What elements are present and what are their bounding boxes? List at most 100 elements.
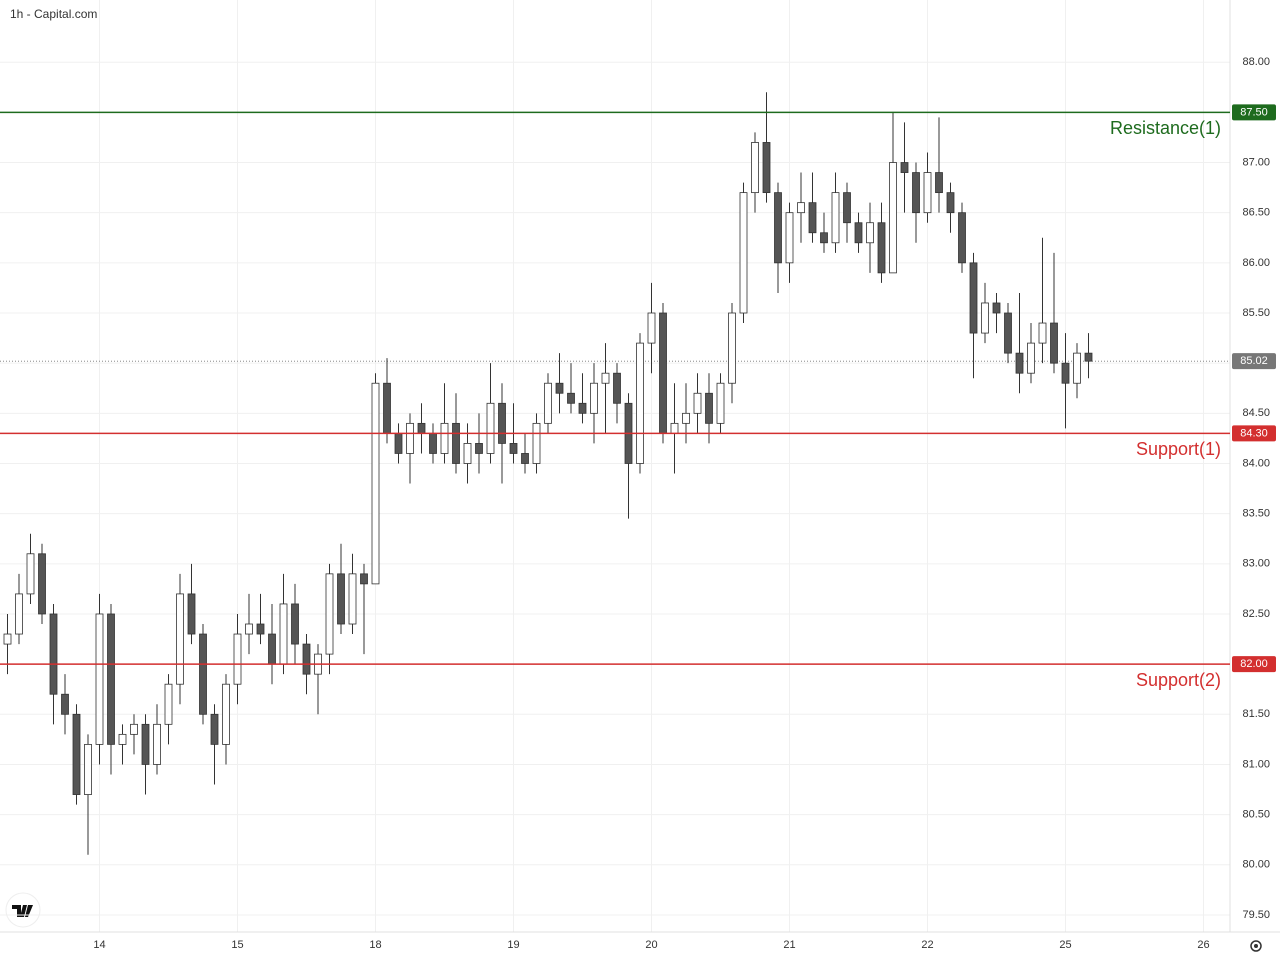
candle-body xyxy=(992,302,1001,314)
level-label: Resistance(1) xyxy=(1110,118,1221,138)
y-tick-label: 86.50 xyxy=(1242,207,1270,219)
candle-body xyxy=(1027,342,1035,374)
candle-body xyxy=(705,392,713,424)
settings-icon[interactable] xyxy=(1250,940,1262,952)
tv-logo xyxy=(5,892,41,928)
candle-body xyxy=(509,443,518,454)
candle-body xyxy=(291,603,299,645)
candle-body xyxy=(946,192,955,214)
candle-body xyxy=(486,402,495,454)
candle-body xyxy=(544,382,552,424)
candle-body xyxy=(843,192,851,224)
candle-body xyxy=(900,162,909,173)
candle-body xyxy=(728,312,736,384)
y-tick-label: 84.00 xyxy=(1242,457,1270,469)
candle-body xyxy=(210,713,219,745)
candle-body xyxy=(820,232,828,244)
candle-body xyxy=(429,432,437,454)
level-label: Support(2) xyxy=(1136,670,1221,690)
y-tick-label: 84.50 xyxy=(1242,407,1270,419)
last-price-tag xyxy=(1232,353,1276,370)
candle-body xyxy=(877,222,886,274)
x-tick-label: 14 xyxy=(93,939,105,951)
candle-body xyxy=(969,262,978,334)
candle-body xyxy=(417,422,426,434)
candle-body xyxy=(1038,322,1047,344)
candle-body xyxy=(831,192,840,244)
candle-body xyxy=(1015,352,1024,374)
candle-body xyxy=(693,392,702,414)
candle-body xyxy=(601,372,610,384)
candle-body xyxy=(164,683,173,725)
candle-body xyxy=(440,422,449,454)
y-tick-label: 81.00 xyxy=(1242,758,1270,770)
candle-body xyxy=(95,613,104,745)
y-tick-label: 80.50 xyxy=(1242,809,1270,821)
candle-body xyxy=(889,162,897,274)
candle-body xyxy=(302,643,311,675)
candle-body xyxy=(785,212,794,264)
candle-body xyxy=(153,723,161,765)
candle-body xyxy=(808,202,817,234)
candle-body xyxy=(463,443,472,464)
candle-body xyxy=(647,312,656,344)
level-price-tag xyxy=(1232,656,1276,673)
candle-body xyxy=(659,312,667,434)
candle-body xyxy=(1073,352,1081,384)
candle-body xyxy=(854,222,863,244)
candle-body xyxy=(256,623,265,635)
candle-body xyxy=(371,382,380,585)
level-price-label: 82.00 xyxy=(1240,658,1268,670)
candle-body xyxy=(222,683,230,745)
candle-body xyxy=(578,402,587,414)
candle-body xyxy=(751,142,759,194)
x-tick-label: 21 xyxy=(783,939,795,951)
candle-body xyxy=(716,382,725,424)
candle-body xyxy=(682,412,690,424)
candle-body xyxy=(739,192,748,314)
candle-body xyxy=(3,633,12,645)
candle-body xyxy=(394,432,403,454)
candle-body xyxy=(1084,352,1093,362)
candle-body xyxy=(337,573,345,625)
candle-body xyxy=(26,553,35,595)
y-tick-label: 83.00 xyxy=(1242,558,1270,570)
candle-body xyxy=(360,573,368,585)
candle-body xyxy=(233,633,242,685)
y-tick-label: 81.50 xyxy=(1242,708,1270,720)
candle-body xyxy=(613,372,621,404)
level-label: Support(1) xyxy=(1136,439,1221,459)
candle-body xyxy=(567,392,575,404)
candle-body xyxy=(475,443,483,454)
candle-body xyxy=(590,382,598,414)
candle-body xyxy=(72,713,81,795)
candle-body xyxy=(521,453,529,464)
y-tick-label: 83.50 xyxy=(1242,508,1270,520)
y-tick-label: 87.00 xyxy=(1242,156,1270,168)
candle-body xyxy=(49,613,58,695)
candle-body xyxy=(383,382,391,434)
y-tick-label: 82.50 xyxy=(1242,608,1270,620)
candle-body xyxy=(245,623,253,635)
candle-body xyxy=(406,422,414,454)
candle-body xyxy=(774,192,782,264)
candle-body xyxy=(1004,312,1012,354)
candle-body xyxy=(187,593,196,635)
candle-body xyxy=(279,603,288,665)
candle-body xyxy=(325,573,334,655)
candle-body xyxy=(176,593,184,685)
candle-body xyxy=(38,553,46,615)
candle-body xyxy=(15,593,23,635)
candle-body xyxy=(670,422,679,434)
candle-body xyxy=(199,633,207,715)
x-tick-label: 22 xyxy=(921,939,933,951)
y-tick-label: 79.50 xyxy=(1242,909,1270,921)
x-tick-label: 20 xyxy=(645,939,657,951)
candle-body xyxy=(107,613,115,745)
candle-body xyxy=(636,342,644,464)
x-tick-label: 19 xyxy=(507,939,519,951)
y-tick-label: 86.00 xyxy=(1242,257,1270,269)
candle-body xyxy=(498,402,506,444)
